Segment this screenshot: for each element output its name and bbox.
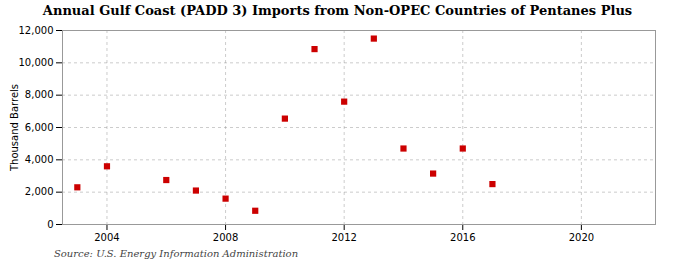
svg-text:4,000: 4,000: [25, 154, 54, 165]
svg-text:2,000: 2,000: [25, 186, 54, 197]
svg-text:10,000: 10,000: [19, 57, 54, 68]
svg-text:Thousand Barrels: Thousand Barrels: [9, 84, 20, 172]
svg-text:6,000: 6,000: [25, 122, 54, 133]
svg-text:0: 0: [47, 219, 53, 230]
svg-text:12,000: 12,000: [19, 25, 54, 36]
html-text:Source: U.S. Energy Informatio: Source: U.S. Energy Information Administ…: [54, 248, 299, 259]
svg-text:2012: 2012: [331, 232, 356, 243]
svg-text:2004: 2004: [94, 232, 119, 243]
svg-text:2016: 2016: [450, 232, 475, 243]
html-text:Annual Gulf Coast (PADD 3) Imp: Annual Gulf Coast (PADD 3) Imports from …: [42, 3, 633, 18]
svg-text:2008: 2008: [213, 232, 238, 243]
svg-text:8,000: 8,000: [25, 89, 54, 100]
svg-text:2020: 2020: [569, 232, 594, 243]
